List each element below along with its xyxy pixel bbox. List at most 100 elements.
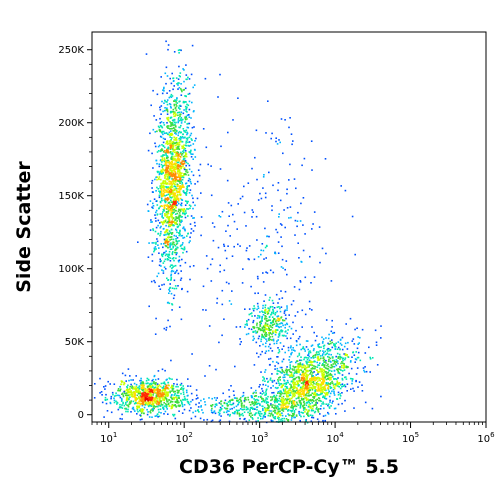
event-dot — [141, 393, 143, 395]
event-dot — [166, 157, 168, 159]
event-dot — [141, 419, 143, 421]
event-dot — [239, 401, 241, 403]
event-dot — [148, 242, 150, 244]
event-dot — [183, 149, 185, 151]
event-dot — [267, 100, 269, 102]
event-dot — [179, 108, 181, 110]
event-dot — [159, 259, 161, 261]
event-dot — [166, 400, 168, 402]
event-dot — [372, 357, 374, 359]
event-dot — [260, 323, 262, 325]
event-dot — [264, 307, 266, 309]
event-dot — [283, 396, 285, 398]
event-dot — [181, 203, 183, 205]
event-dot — [268, 409, 270, 411]
event-dot — [128, 395, 130, 397]
event-dot — [258, 356, 260, 358]
event-dot — [327, 368, 329, 370]
event-dot — [154, 376, 156, 378]
event-dot — [185, 171, 187, 173]
event-dot — [193, 143, 195, 145]
event-dot — [152, 385, 154, 387]
event-dot — [300, 379, 302, 381]
event-dot — [161, 160, 163, 162]
event-dot — [286, 193, 288, 195]
event-dot — [352, 340, 354, 342]
event-dot — [240, 408, 242, 410]
event-dot — [298, 404, 300, 406]
event-dot — [179, 182, 181, 184]
event-dot — [172, 254, 174, 256]
event-dot — [303, 197, 305, 199]
event-dot — [320, 355, 322, 357]
event-dot — [260, 392, 262, 394]
event-dot — [190, 385, 192, 387]
event-dot — [265, 294, 267, 296]
event-dot — [114, 395, 116, 397]
event-dot — [271, 339, 273, 341]
event-dot — [308, 406, 310, 408]
event-dot — [142, 402, 144, 404]
event-dot — [270, 396, 272, 398]
event-dot — [343, 364, 345, 366]
event-dot — [151, 182, 153, 184]
event-dot — [327, 392, 329, 394]
event-dot — [155, 379, 157, 381]
event-dot — [228, 215, 230, 217]
event-dot — [236, 228, 238, 230]
event-dot — [243, 409, 245, 411]
event-dot — [330, 405, 332, 407]
event-dot — [245, 397, 247, 399]
event-dot — [168, 241, 170, 243]
event-dot — [202, 412, 204, 414]
event-dot — [178, 120, 180, 122]
event-dot — [143, 385, 145, 387]
event-dot — [172, 130, 174, 132]
event-dot — [153, 251, 155, 253]
event-dot — [207, 164, 209, 166]
event-dot — [192, 202, 194, 204]
event-dot — [159, 197, 161, 199]
event-dot — [154, 179, 156, 181]
event-dot — [262, 344, 264, 346]
event-dot — [266, 312, 268, 314]
event-dot — [310, 372, 312, 374]
event-dot — [141, 385, 143, 387]
event-dot — [169, 90, 171, 92]
event-dot — [167, 186, 169, 188]
event-dot — [278, 349, 280, 351]
event-dot — [163, 252, 165, 254]
event-dot — [185, 152, 187, 154]
event-dot — [287, 333, 289, 335]
event-dot — [211, 410, 213, 412]
event-dot — [290, 206, 292, 208]
event-dot — [279, 320, 281, 322]
event-dot — [166, 327, 168, 329]
event-dot — [286, 392, 288, 394]
event-dot — [164, 207, 166, 209]
event-dot — [136, 384, 138, 386]
event-dot — [273, 272, 275, 274]
event-dot — [236, 406, 238, 408]
event-dot — [277, 232, 279, 234]
event-dot — [166, 391, 168, 393]
event-dot — [375, 330, 377, 332]
event-dot — [181, 147, 183, 149]
event-dot — [233, 390, 235, 392]
event-dot — [124, 393, 126, 395]
event-dot — [159, 398, 161, 400]
event-dot — [309, 256, 311, 258]
event-dot — [152, 392, 154, 394]
event-dot — [145, 404, 147, 406]
event-dot — [174, 288, 176, 290]
event-dot — [280, 400, 282, 402]
event-dot — [173, 149, 175, 151]
event-dot — [132, 408, 134, 410]
event-dot — [304, 403, 306, 405]
event-dot — [150, 200, 152, 202]
event-dot — [330, 373, 332, 375]
event-dot — [308, 374, 310, 376]
event-dot — [330, 349, 332, 351]
event-dot — [317, 366, 319, 368]
